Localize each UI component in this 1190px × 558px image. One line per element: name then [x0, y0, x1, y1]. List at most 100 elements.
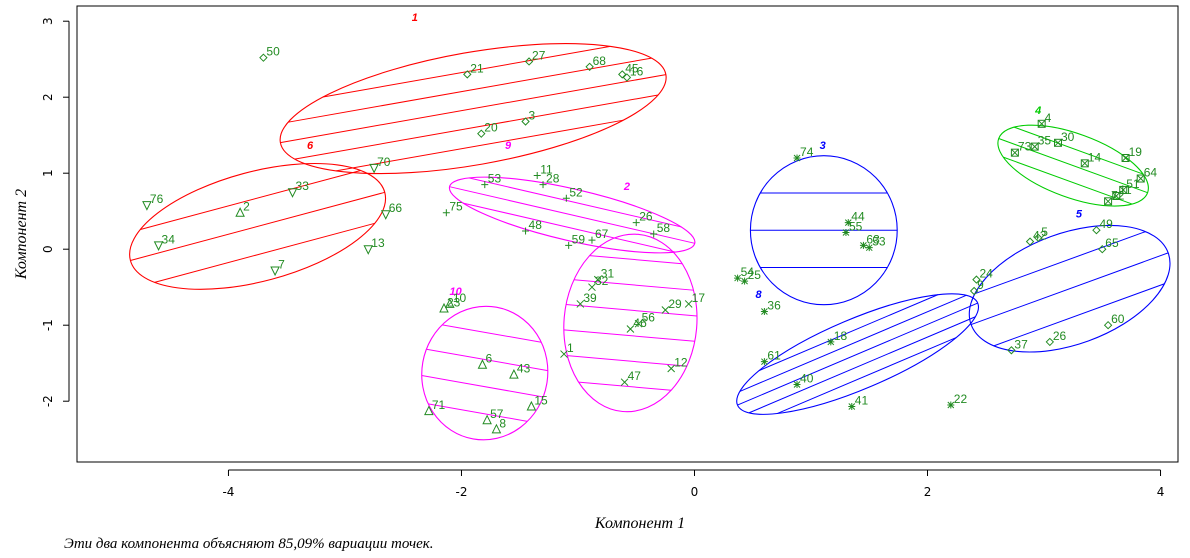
cluster-hatch-line: [578, 381, 672, 391]
point-marker: [1045, 337, 1055, 347]
data-point: 45: [618, 61, 639, 79]
point-label: 2: [243, 200, 250, 214]
point-marker: [667, 364, 676, 373]
data-point: 65: [1098, 236, 1119, 254]
point-marker: [521, 117, 530, 126]
point-label: 1: [567, 341, 574, 355]
point-marker: [1033, 233, 1043, 243]
point-marker: [445, 298, 455, 308]
point-marker: [153, 241, 164, 252]
point-label: 24: [979, 267, 993, 281]
cluster-8: [736, 293, 980, 415]
point-marker-cross: [1104, 197, 1112, 206]
data-point: 40: [793, 371, 814, 388]
point-label: 51: [1126, 177, 1140, 191]
point-marker: [539, 181, 547, 189]
point-marker: [477, 359, 488, 369]
point-marker: [585, 62, 594, 72]
point-label: 3: [529, 109, 536, 123]
point-marker: [482, 414, 492, 425]
point-label: 25: [748, 268, 762, 282]
data-point: 11: [1112, 183, 1132, 200]
cluster-hatch-line: [154, 222, 375, 283]
x-axis-title: Компонент 1: [594, 515, 685, 532]
x-tick-label: -4: [222, 485, 234, 499]
point-marker: [947, 401, 955, 409]
data-point: 18: [827, 329, 847, 346]
point-label: 53: [872, 235, 886, 249]
data-point: 8: [491, 416, 506, 434]
point-marker: [533, 171, 541, 179]
point-marker: [363, 245, 374, 255]
point-label: 44: [851, 210, 865, 224]
data-point: 36: [760, 299, 781, 316]
point-label: 11: [1119, 183, 1132, 197]
data-point: 14: [1080, 150, 1101, 168]
point-label: 12: [674, 356, 688, 370]
data-point: 27: [524, 48, 546, 66]
plot-area-frame: [76, 5, 1179, 463]
cluster-hatch-line: [573, 279, 694, 291]
data-point: 58: [650, 221, 670, 238]
point-marker: [1092, 225, 1101, 235]
point-label: 15: [534, 394, 548, 408]
point-label: 70: [377, 155, 391, 169]
point-label: 49: [1099, 217, 1113, 231]
point-marker: [477, 129, 486, 138]
point-marker: [463, 70, 472, 79]
point-marker: [481, 181, 489, 189]
data-point: 54: [734, 265, 754, 282]
data-point: 39: [576, 291, 597, 308]
data-point: 13: [363, 236, 385, 255]
cluster-ellipse: [749, 155, 898, 306]
x-axis: -4 -2 0 2 4: [222, 469, 1164, 499]
point-label: 57: [490, 407, 504, 421]
point-marker: [565, 241, 573, 249]
cluster-hatch-line: [970, 252, 1169, 326]
point-label: 68: [593, 54, 607, 68]
point-label: 33: [296, 179, 310, 193]
point-marker: [1053, 138, 1062, 147]
cluster-1: [279, 43, 667, 175]
cluster-5: [968, 224, 1171, 353]
point-marker: [842, 228, 850, 236]
point-marker: [1103, 320, 1113, 330]
point-marker: [1121, 154, 1130, 162]
point-marker: [287, 188, 298, 198]
data-point: 29: [661, 297, 682, 314]
point-marker: [793, 380, 801, 388]
x-tick-label: -2: [455, 485, 467, 499]
cluster-hatch-line: [421, 375, 544, 398]
data-point: 17: [684, 291, 706, 308]
point-marker: [562, 194, 570, 202]
point-label: 18: [834, 329, 848, 343]
point-marker: [270, 266, 280, 277]
point-label: 5: [1041, 225, 1048, 239]
cluster-label: 3: [820, 140, 826, 152]
cluster-10: [421, 305, 549, 441]
y-axis-title: Компонент 2: [13, 189, 30, 280]
point-marker: [972, 275, 981, 284]
point-marker: [661, 306, 670, 314]
data-point: 68: [585, 54, 607, 72]
point-label: 17: [692, 291, 706, 305]
point-label: 16: [630, 64, 644, 78]
point-marker: [235, 207, 245, 217]
y-tick-label: 0: [41, 245, 55, 253]
point-marker: [524, 57, 534, 66]
point-label: 72: [1111, 188, 1125, 202]
point-marker: [1037, 119, 1046, 128]
data-point: 6: [477, 352, 492, 369]
cluster-hatch-line: [739, 294, 967, 392]
point-marker: [1080, 159, 1089, 168]
point-marker: [588, 283, 596, 292]
cluster-hatch-line: [565, 304, 698, 317]
point-marker-cross: [1136, 174, 1145, 183]
point-label: 74: [800, 145, 814, 159]
point-label: 29: [668, 297, 682, 311]
data-point: 51: [1119, 177, 1140, 194]
point-marker: [859, 241, 867, 249]
cluster-label: 5: [1076, 208, 1083, 220]
data-point: 19: [1121, 145, 1142, 162]
